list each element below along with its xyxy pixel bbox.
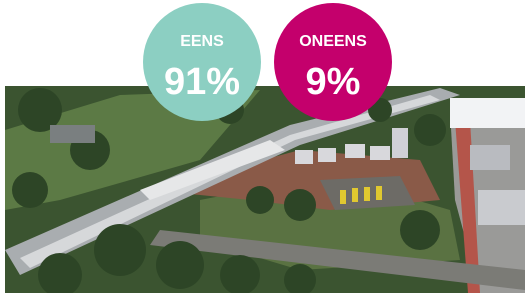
option-result: 91% [164, 61, 240, 103]
poll-graphic: EENS 91% ONEENS 9% [0, 0, 525, 293]
oneens-badge: ONEENS 9% [274, 3, 392, 121]
page: EENS 91% ONEENS 9% (() => { const data =… [0, 0, 525, 293]
option-label: ONEENS [299, 33, 367, 50]
aerial-photo [5, 86, 525, 293]
option-result: 9% [306, 61, 361, 103]
option-label: EENS [180, 33, 224, 50]
eens-badge: EENS 91% [143, 3, 261, 121]
